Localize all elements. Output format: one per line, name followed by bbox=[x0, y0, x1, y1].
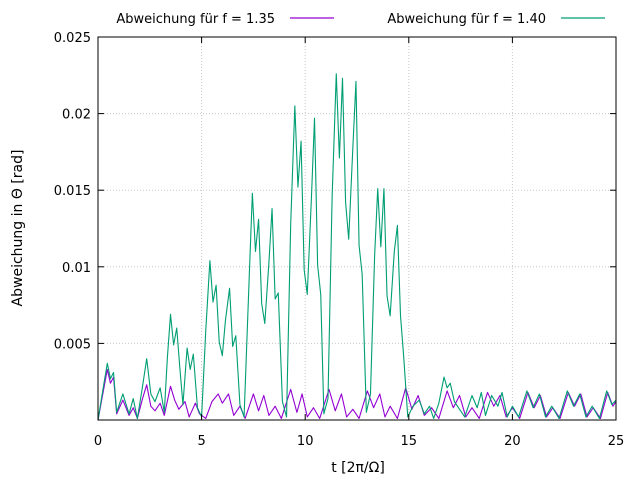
y-tick-label: 0.025 bbox=[54, 31, 91, 46]
series-line-1 bbox=[97, 368, 617, 421]
x-tick-label: 25 bbox=[608, 434, 625, 449]
tick-labels: 0 5 10 15 20 25 0.005 0.01 0.015 0.02 0.025 bbox=[54, 31, 624, 449]
x-tick-label: 10 bbox=[297, 434, 314, 449]
y-tick-label: 0.01 bbox=[62, 261, 91, 276]
y-tick-label: 0.015 bbox=[54, 184, 91, 199]
legend-label-2: Abweichung für f = 1.40 bbox=[387, 12, 546, 27]
y-tick-label: 0.005 bbox=[54, 337, 91, 352]
x-tick-label: 20 bbox=[504, 434, 521, 449]
ticks bbox=[97, 36, 617, 420]
y-tick-label: 0.02 bbox=[62, 108, 91, 123]
plot-frame bbox=[97, 36, 617, 421]
legend: Abweichung für f = 1.35 Abweichung für f … bbox=[116, 12, 605, 27]
series-line-2 bbox=[97, 73, 617, 421]
grid bbox=[98, 37, 616, 420]
x-tick-label: 5 bbox=[197, 434, 205, 449]
x-tick-label: 15 bbox=[401, 434, 418, 449]
y-axis-label: Abweichung in Θ [rad] bbox=[10, 150, 26, 307]
series-layer bbox=[97, 73, 617, 421]
legend-label-1: Abweichung für f = 1.35 bbox=[116, 12, 275, 27]
x-axis-label: t [2π/Ω] bbox=[331, 460, 385, 476]
x-tick-label: 0 bbox=[94, 434, 102, 449]
